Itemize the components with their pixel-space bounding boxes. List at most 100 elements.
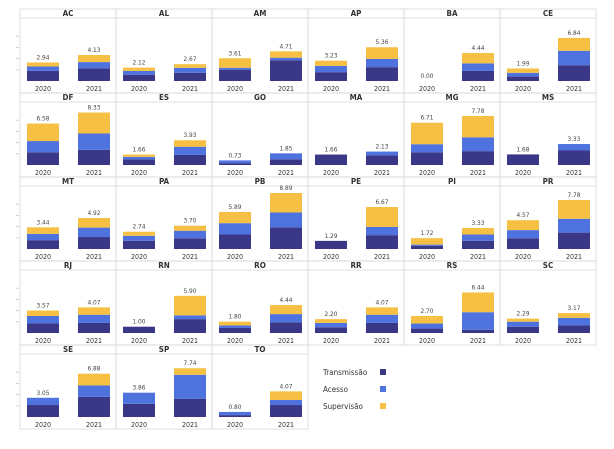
bar-segment-transmissão bbox=[123, 74, 155, 81]
data-label: 3.33 bbox=[471, 219, 484, 227]
panel-title: RS bbox=[447, 261, 458, 270]
bar-segment-transmissão bbox=[123, 326, 155, 333]
x-tick-label: 2021 bbox=[566, 253, 582, 261]
panel-title: RR bbox=[350, 261, 362, 270]
x-tick-label: 2020 bbox=[515, 85, 531, 93]
data-label: 3.05 bbox=[36, 389, 49, 397]
bar-segment-supervisão bbox=[411, 238, 443, 245]
legend: Transmissão Acesso Supervisão bbox=[322, 368, 386, 411]
legend-swatch bbox=[380, 369, 386, 375]
bar-segment-acesso bbox=[507, 230, 539, 239]
bar-segment-supervisão bbox=[27, 62, 59, 67]
x-tick-label: 2020 bbox=[323, 169, 339, 177]
bar-segment-supervisão bbox=[174, 295, 206, 316]
bar-segment-supervisão bbox=[78, 218, 110, 228]
legend-swatch bbox=[380, 386, 386, 392]
bar-segment-acesso bbox=[558, 50, 590, 66]
data-label: 3.57 bbox=[36, 302, 49, 310]
bar-segment-supervisão bbox=[270, 391, 302, 400]
bar-segment-acesso bbox=[78, 62, 110, 69]
panel-title: CE bbox=[543, 9, 553, 18]
x-tick-label: 2020 bbox=[35, 421, 51, 429]
data-label: 2.70 bbox=[420, 307, 433, 315]
x-tick-label: 2021 bbox=[470, 253, 486, 261]
panel-title: PI bbox=[448, 177, 456, 186]
panel-rr: RR 2.20 2020 4.07 2021 bbox=[307, 260, 405, 346]
bar-segment-supervisão bbox=[270, 193, 302, 213]
bar-segment-acesso bbox=[27, 315, 59, 324]
bar-segment-acesso bbox=[78, 385, 110, 397]
panel-pb: PB 5.89 2020 8.89 2021 bbox=[211, 176, 309, 262]
x-tick-label: 2021 bbox=[182, 85, 198, 93]
panel-title: SP bbox=[159, 345, 169, 354]
data-label: 1.00 bbox=[132, 318, 145, 326]
bar-segment-acesso bbox=[270, 399, 302, 406]
data-label: 1.80 bbox=[228, 313, 241, 321]
bar-segment-supervisão bbox=[462, 115, 494, 138]
data-label: 0.00 bbox=[420, 72, 433, 80]
panel-title: PE bbox=[351, 177, 361, 186]
x-tick-label: 2020 bbox=[35, 169, 51, 177]
bar-segment-supervisão bbox=[507, 220, 539, 231]
panel-title: SE bbox=[63, 345, 73, 354]
data-label: 2.13 bbox=[375, 143, 388, 151]
bar-segment-supervisão bbox=[462, 292, 494, 313]
panel-to: TO 0.80 2020 4.07 2021 bbox=[211, 344, 309, 430]
x-tick-label: 2020 bbox=[227, 253, 243, 261]
data-label: 3.61 bbox=[228, 49, 241, 57]
data-label: 1.72 bbox=[420, 229, 433, 237]
bar-segment-acesso bbox=[27, 397, 59, 406]
data-label: 1.66 bbox=[324, 146, 337, 154]
bar-segment-transmissão bbox=[78, 149, 110, 165]
bar-segment-supervisão bbox=[366, 206, 398, 227]
data-label: 3.44 bbox=[36, 218, 49, 226]
x-tick-label: 2020 bbox=[515, 253, 531, 261]
bar-segment-supervisão bbox=[219, 211, 251, 224]
bar-segment-transmissão bbox=[219, 327, 251, 333]
x-tick-label: 2020 bbox=[419, 85, 435, 93]
bar-segment-supervisão bbox=[411, 315, 443, 324]
panel-title: PB bbox=[255, 177, 266, 186]
x-tick-label: 2021 bbox=[278, 85, 294, 93]
data-label: 7.74 bbox=[183, 359, 196, 367]
bar-segment-transmissão bbox=[315, 72, 347, 81]
bar-segment-transmissão bbox=[507, 326, 539, 333]
bar-segment-transmissão bbox=[462, 70, 494, 81]
bar-segment-transmissão bbox=[174, 238, 206, 249]
panel-mt: MT 3.44 2020 4.92 2021 bbox=[16, 176, 117, 262]
legend-label: Acesso bbox=[323, 385, 349, 394]
x-tick-label: 2020 bbox=[227, 337, 243, 345]
x-tick-label: 2020 bbox=[131, 169, 147, 177]
bar-segment-supervisão bbox=[507, 318, 539, 322]
data-label: 2.29 bbox=[516, 310, 529, 318]
bar-segment-supervisão bbox=[270, 305, 302, 315]
panel-se: SE 3.05 2020 6.88 2021 bbox=[16, 344, 117, 430]
x-tick-label: 2021 bbox=[566, 337, 582, 345]
panel-title: RO bbox=[254, 261, 266, 270]
data-label: 2.74 bbox=[132, 223, 145, 231]
bar-segment-supervisão bbox=[78, 54, 110, 63]
bar-segment-acesso bbox=[123, 156, 155, 160]
panel-frame bbox=[211, 344, 309, 430]
panel-title: AP bbox=[351, 9, 362, 18]
data-label: 2.12 bbox=[132, 59, 145, 67]
bar-segment-transmissão bbox=[27, 70, 59, 81]
bar-segment-transmissão bbox=[27, 405, 59, 417]
bar-segment-acesso bbox=[558, 317, 590, 326]
x-tick-label: 2020 bbox=[323, 337, 339, 345]
data-label: 6.71 bbox=[420, 114, 433, 122]
data-label: 0.80 bbox=[228, 403, 241, 411]
panel-rj: RJ 3.57 2020 4.07 2021 bbox=[16, 260, 117, 346]
bar-segment-supervisão bbox=[174, 64, 206, 68]
bar-segment-supervisão bbox=[123, 154, 155, 157]
x-tick-label: 2021 bbox=[470, 169, 486, 177]
bar-segment-acesso bbox=[78, 133, 110, 150]
data-label: 8.33 bbox=[87, 104, 100, 112]
legend-swatch bbox=[380, 403, 386, 409]
bar-segment-acesso bbox=[315, 322, 347, 328]
x-tick-label: 2020 bbox=[227, 421, 243, 429]
bar-segment-acesso bbox=[462, 63, 494, 71]
bar-segment-transmissão bbox=[366, 67, 398, 81]
x-tick-label: 2020 bbox=[35, 253, 51, 261]
data-label: 3.93 bbox=[183, 131, 196, 139]
